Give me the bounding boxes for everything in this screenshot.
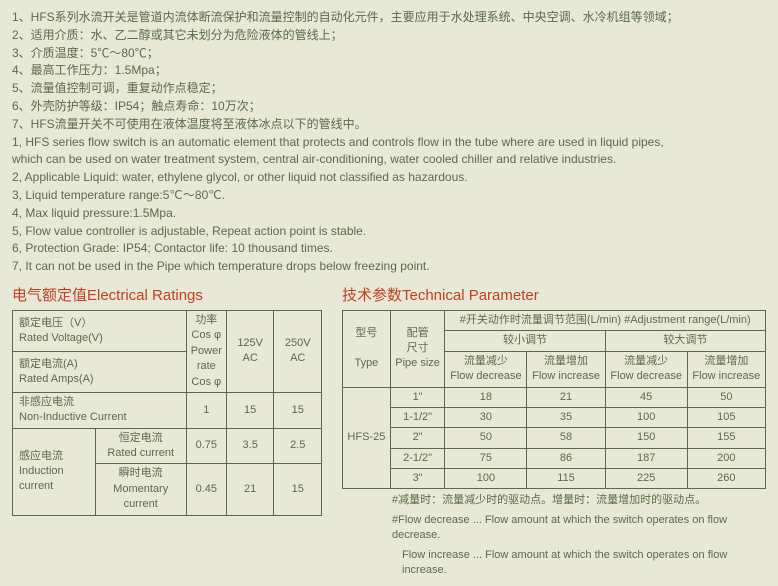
technical-parameter-title: 技术参数Technical Parameter <box>342 285 766 306</box>
cell: 150 <box>605 428 687 448</box>
electrical-ratings-title: 电气额定值Electrical Ratings <box>12 285 322 306</box>
cell: 50 <box>687 387 765 407</box>
description-line: 1, HFS series flow switch is an automati… <box>12 134 766 151</box>
noninductive-label: 非感应电流 Non-Inductive Current <box>13 392 187 428</box>
cell: 86 <box>527 448 605 468</box>
rated-amps-label: 额定电流(A) Rated Amps(A) <box>13 351 187 392</box>
flow-decrease-header: 流量减少 Flow decrease <box>605 351 687 387</box>
flow-decrease-header: 流量减少 Flow decrease <box>445 351 527 387</box>
cell: 2.5 <box>274 428 322 464</box>
type-header: 型号 Type <box>343 310 391 387</box>
cell: 21 <box>527 387 605 407</box>
cell: 100 <box>445 469 527 489</box>
cell: 225 <box>605 469 687 489</box>
description-line: 4, Max liquid pressure:1.5Mpa. <box>12 205 766 222</box>
cell: 200 <box>687 448 765 468</box>
cell: 187 <box>605 448 687 468</box>
description-line: 6, Protection Grade: IP54; Contactor lif… <box>12 240 766 257</box>
description-block: 1、HFS系列水流开关是管道内流体断流保护和流量控制的自动化元件，主要应用于水处… <box>12 9 766 275</box>
description-line: 2、适用介质：水、乙二醇或其它未划分为危险液体的管线上； <box>12 27 766 44</box>
col-125vac: 125V AC <box>226 310 274 392</box>
cell: 58 <box>527 428 605 448</box>
cell: 15 <box>226 392 274 428</box>
cell: 0.45 <box>186 464 226 515</box>
technical-parameter-table: 型号 Type 配管 尺寸 Pipe size #开关动作时流量调节范围(L/m… <box>342 310 766 490</box>
rated-current-label: 恒定电流 Rated current <box>95 428 186 464</box>
footnote-2: #Flow decrease ... Flow amount at which … <box>342 513 766 544</box>
description-line: 3、介质温度：5℃～80℃； <box>12 45 766 62</box>
cell: 18 <box>445 387 527 407</box>
cell: 75 <box>445 448 527 468</box>
cell: 45 <box>605 387 687 407</box>
flow-increase-header: 流量增加 Flow increase <box>687 351 765 387</box>
cell: 50 <box>445 428 527 448</box>
cell: 30 <box>445 407 527 427</box>
cell: 1" <box>390 387 445 407</box>
description-line: 6、外壳防护等级：IP54；触点寿命：10万次； <box>12 98 766 115</box>
description-line: 1、HFS系列水流开关是管道内流体断流保护和流量控制的自动化元件，主要应用于水处… <box>12 9 766 26</box>
description-line: 2, Applicable Liquid: water, ethylene gl… <box>12 169 766 186</box>
cell: 15 <box>274 464 322 515</box>
cell: 2-1/2" <box>390 448 445 468</box>
col-250vac: 250V AC <box>274 310 322 392</box>
footnote-1: #减量时：流量减少时的驱动点。增量时：流量增加时的驱动点。 <box>342 493 766 508</box>
flow-increase-header: 流量增加 Flow increase <box>527 351 605 387</box>
description-line: 7、HFS流量开关不可使用在液体温度将至液体冰点以下的管线中。 <box>12 116 766 133</box>
electrical-ratings-table: 额定电压（V） Rated Voltage(V) 功率 Cos φ Power … <box>12 310 322 516</box>
cell: 15 <box>274 392 322 428</box>
cell: 1-1/2" <box>390 407 445 427</box>
cell: 3" <box>390 469 445 489</box>
model-cell: HFS-25 <box>343 387 391 489</box>
cell: 0.75 <box>186 428 226 464</box>
adjustment-header: #开关动作时流量调节范围(L/min) #Adjustment range(L/… <box>445 310 766 330</box>
cell: 1 <box>186 392 226 428</box>
cell: 21 <box>226 464 274 515</box>
description-line: 5、流量值控制可调，重复动作点稳定； <box>12 80 766 97</box>
cell: 35 <box>527 407 605 427</box>
cell: 100 <box>605 407 687 427</box>
power-label: 功率 Cos φ Power rate Cos φ <box>186 310 226 392</box>
cell: 155 <box>687 428 765 448</box>
cell: 3.5 <box>226 428 274 464</box>
cell: 105 <box>687 407 765 427</box>
footnote-3: Flow increase ... Flow amount at which t… <box>342 548 766 579</box>
momentary-current-label: 瞬时电流 Momentary current <box>95 464 186 515</box>
pipe-header: 配管 尺寸 Pipe size <box>390 310 445 387</box>
cell: 115 <box>527 469 605 489</box>
description-line: which can be used on water treatment sys… <box>12 151 766 168</box>
cell: 2" <box>390 428 445 448</box>
description-line: 5, Flow value controller is adjustable, … <box>12 223 766 240</box>
cell: 260 <box>687 469 765 489</box>
small-adj-header: 较小调节 <box>445 331 605 351</box>
description-line: 7, It can not be used in the Pipe which … <box>12 258 766 275</box>
rated-voltage-label: 额定电压（V） Rated Voltage(V) <box>13 310 187 351</box>
large-adj-header: 较大调节 <box>605 331 765 351</box>
description-line: 3, Liquid temperature range:5℃～80℃. <box>12 187 766 204</box>
description-line: 4、最高工作压力：1.5Mpa； <box>12 62 766 79</box>
induction-label: 感应电流 Induction current <box>13 428 96 515</box>
